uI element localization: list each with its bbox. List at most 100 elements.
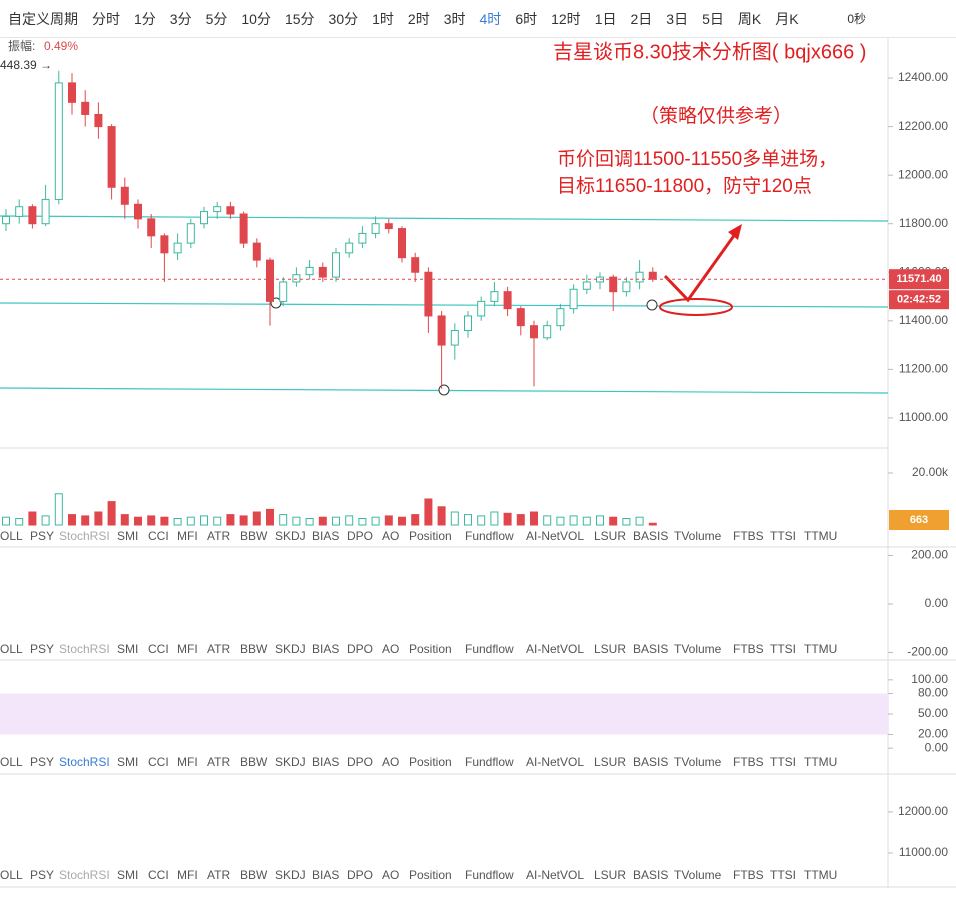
indicator-tab[interactable]: PSY xyxy=(30,642,54,656)
indicator-tab[interactable]: BBW xyxy=(240,529,268,543)
indicator-tab[interactable]: AO xyxy=(382,642,399,656)
indicator-tab[interactable]: ATR xyxy=(207,755,230,769)
indicator-tab[interactable]: SKDJ xyxy=(275,642,306,656)
period-button[interactable]: 30分 xyxy=(328,10,359,27)
indicator-tab[interactable]: Fundflow xyxy=(465,642,514,656)
period-button[interactable]: 5日 xyxy=(702,10,724,27)
indicator-tab[interactable]: SMI xyxy=(117,642,138,656)
indicator-tab[interactable]: SMI xyxy=(117,755,138,769)
indicator-tab[interactable]: Position xyxy=(409,529,452,543)
indicator-tab[interactable]: OLL xyxy=(0,642,23,656)
indicator-tab[interactable]: LSUR xyxy=(594,642,626,656)
indicator-tab[interactable]: ATR xyxy=(207,529,230,543)
indicator-tab[interactable]: MFI xyxy=(177,529,198,543)
period-button[interactable]: 15分 xyxy=(284,10,315,27)
indicator-tab[interactable]: SMI xyxy=(117,529,138,543)
indicator-tab[interactable]: TTMU xyxy=(804,529,837,543)
indicator-tab[interactable]: BASIS xyxy=(633,755,668,769)
indicator-tab[interactable]: OLL xyxy=(0,868,23,882)
indicator-tab[interactable]: BBW xyxy=(240,755,268,769)
indicator-tab[interactable]: BASIS xyxy=(633,868,668,882)
indicator-tab[interactable]: PSY xyxy=(30,868,54,882)
period-button[interactable]: 3分 xyxy=(169,10,192,27)
period-button[interactable]: 周K xyxy=(737,10,762,27)
indicator-tab[interactable]: AO xyxy=(382,755,399,769)
indicator-tab[interactable]: StochRSI xyxy=(59,642,110,656)
period-button[interactable]: 1分 xyxy=(134,10,156,27)
indicator-tab[interactable]: FTBS xyxy=(733,755,764,769)
indicator-tab[interactable]: FTBS xyxy=(733,529,764,543)
indicator-tab[interactable]: TTSI xyxy=(770,529,796,543)
indicator-tab[interactable]: LSUR xyxy=(594,755,626,769)
indicator-tab[interactable]: AI-NetVOL xyxy=(526,529,584,543)
indicator-tab[interactable]: AI-NetVOL xyxy=(526,642,584,656)
indicator-tab[interactable]: TVolume xyxy=(674,868,722,882)
indicator-tab[interactable]: OLL xyxy=(0,529,23,543)
indicator-tab[interactable]: Fundflow xyxy=(465,529,514,543)
indicator-tab[interactable]: TTSI xyxy=(770,868,796,882)
indicator-tab[interactable]: BIAS xyxy=(312,529,339,543)
indicator-tab[interactable]: LSUR xyxy=(594,868,626,882)
indicator-tab[interactable]: AO xyxy=(382,529,399,543)
indicator-tab[interactable]: BASIS xyxy=(633,529,668,543)
indicator-tab[interactable]: DPO xyxy=(347,529,373,543)
indicator-tab[interactable]: Position xyxy=(409,642,452,656)
indicator-tab[interactable]: TTSI xyxy=(770,755,796,769)
indicator-tab[interactable]: FTBS xyxy=(733,642,764,656)
period-button[interactable]: 3时 xyxy=(443,10,466,27)
indicator-tab[interactable]: Fundflow xyxy=(465,755,514,769)
period-button[interactable]: 6时 xyxy=(515,10,538,27)
indicator-tab[interactable]: SKDJ xyxy=(275,755,306,769)
indicator-tab[interactable]: Position xyxy=(409,868,452,882)
indicator-tab[interactable]: TTMU xyxy=(804,868,837,882)
indicator-tab[interactable]: TVolume xyxy=(674,529,722,543)
indicator-tab[interactable]: TTSI xyxy=(770,642,796,656)
indicator-tab[interactable]: BBW xyxy=(240,642,268,656)
indicator-tab[interactable]: TTMU xyxy=(804,642,837,656)
indicator-tab[interactable]: LSUR xyxy=(594,529,626,543)
indicator-tab[interactable]: TVolume xyxy=(674,642,722,656)
period-button[interactable]: 1日 xyxy=(594,10,617,27)
period-button[interactable]: 4时 xyxy=(479,10,502,27)
indicator-tab[interactable]: StochRSI xyxy=(59,755,110,769)
indicator-tab[interactable]: StochRSI xyxy=(59,868,110,882)
indicator-tab[interactable]: MFI xyxy=(177,868,198,882)
indicator-tab[interactable]: BIAS xyxy=(312,755,339,769)
indicator-tab[interactable]: ATR xyxy=(207,868,230,882)
indicator-tab[interactable]: StochRSI xyxy=(59,529,110,543)
period-button[interactable]: 10分 xyxy=(241,10,271,27)
indicator-tab[interactable]: PSY xyxy=(30,755,54,769)
indicator-tab[interactable]: CCI xyxy=(148,755,169,769)
indicator-tab[interactable]: AI-NetVOL xyxy=(526,868,584,882)
period-button[interactable]: 2日 xyxy=(630,10,653,27)
indicator-tab[interactable]: DPO xyxy=(347,868,373,882)
indicator-tab[interactable]: BASIS xyxy=(633,642,668,656)
indicator-tab[interactable]: OLL xyxy=(0,755,23,769)
period-button[interactable]: 12时 xyxy=(551,10,581,27)
period-button[interactable]: 3日 xyxy=(666,10,689,27)
indicator-tab[interactable]: MFI xyxy=(177,642,198,656)
indicator-tab[interactable]: SKDJ xyxy=(275,529,306,543)
indicator-tab[interactable]: AI-NetVOL xyxy=(526,755,584,769)
period-button[interactable]: 5分 xyxy=(205,10,228,27)
indicator-tab[interactable]: CCI xyxy=(148,642,169,656)
indicator-tab[interactable]: FTBS xyxy=(733,868,764,882)
indicator-tab[interactable]: TTMU xyxy=(804,755,837,769)
indicator-tab[interactable]: BBW xyxy=(240,868,268,882)
custom-period[interactable]: 自定义周期 xyxy=(8,10,78,27)
indicator-tab[interactable]: AO xyxy=(382,868,399,882)
indicator-tab[interactable]: SKDJ xyxy=(275,868,306,882)
indicator-tab[interactable]: TVolume xyxy=(674,755,722,769)
indicator-tab[interactable]: CCI xyxy=(148,529,169,543)
indicator-tab[interactable]: Position xyxy=(409,755,452,769)
period-button[interactable]: 月K xyxy=(775,10,799,27)
indicator-tab[interactable]: DPO xyxy=(347,642,373,656)
indicator-tab[interactable]: CCI xyxy=(148,868,169,882)
indicator-tab[interactable]: DPO xyxy=(347,755,373,769)
indicator-tab[interactable]: MFI xyxy=(177,755,198,769)
indicator-tab[interactable]: ATR xyxy=(207,642,230,656)
period-button[interactable]: 2时 xyxy=(407,10,430,27)
indicator-tab[interactable]: PSY xyxy=(30,529,54,543)
indicator-tab[interactable]: SMI xyxy=(117,868,138,882)
indicator-tab[interactable]: BIAS xyxy=(312,868,339,882)
